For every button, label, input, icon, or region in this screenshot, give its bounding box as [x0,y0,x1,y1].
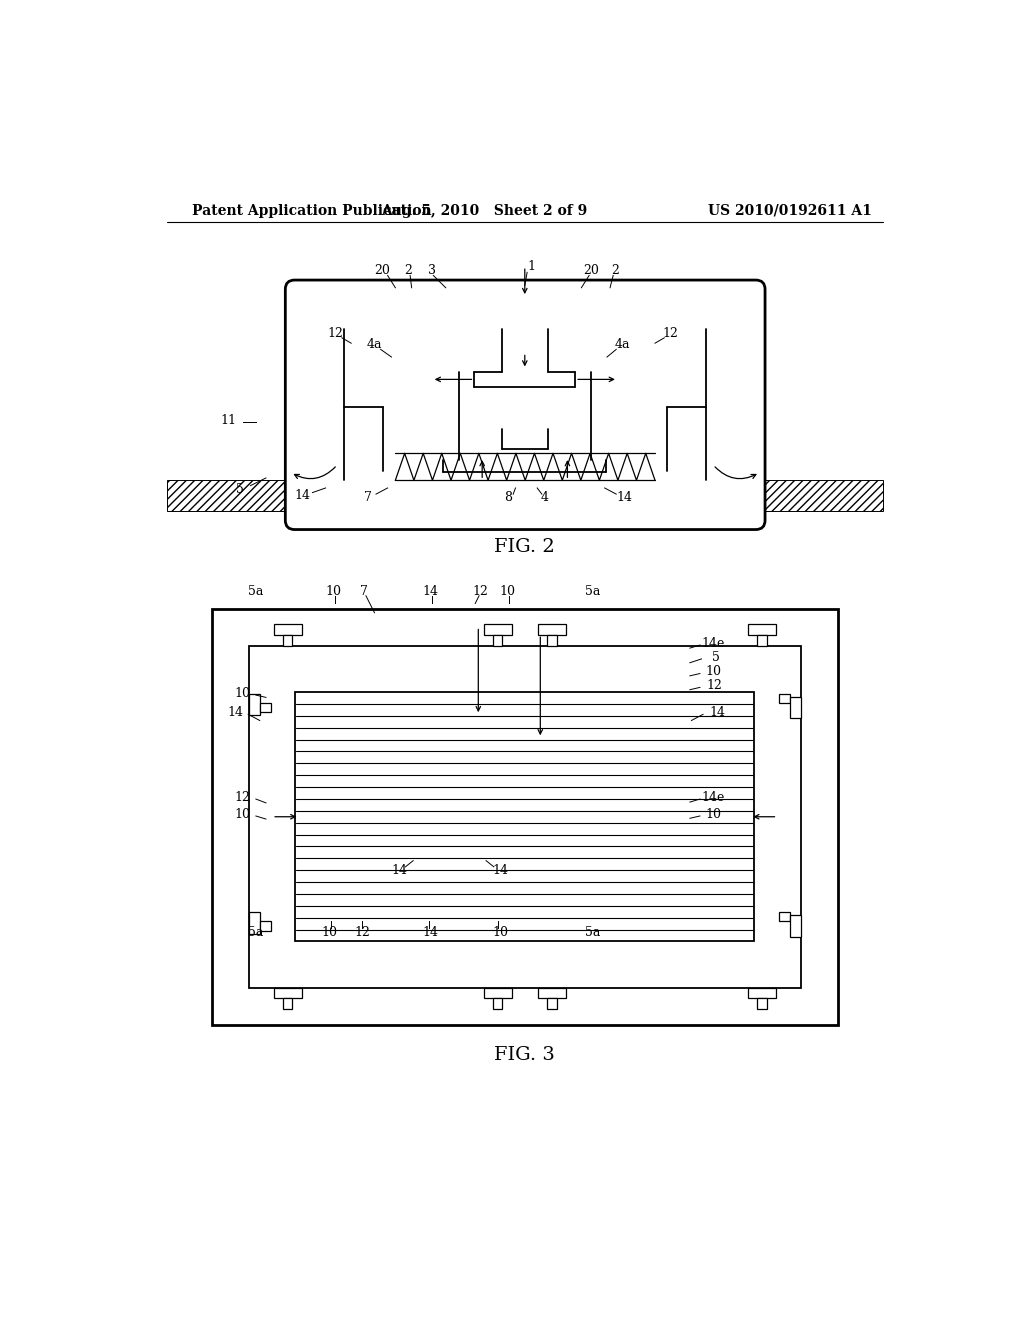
Bar [538,987,566,998]
Bar [273,987,302,998]
Bar [790,915,801,937]
Text: 14: 14 [709,706,725,719]
Bar [304,480,346,511]
Text: 5a: 5a [248,925,263,939]
Text: 7: 7 [360,585,369,598]
Text: 1: 1 [527,260,535,273]
Bar [779,912,790,921]
Text: 10: 10 [326,585,341,598]
Text: 14: 14 [294,490,310,502]
Text: 14: 14 [422,925,438,939]
Bar [249,693,260,715]
Bar [304,298,746,330]
Text: 14: 14 [616,491,632,504]
Bar [167,480,305,511]
Text: 4a: 4a [367,338,382,351]
Text: 2: 2 [610,264,618,277]
Bar [493,998,503,1010]
Text: 4: 4 [541,491,549,504]
Bar [538,624,566,635]
Bar [304,330,344,399]
Bar [295,692,755,941]
Text: 14: 14 [492,865,508,878]
Text: 4a: 4a [614,338,630,351]
Text: 10: 10 [234,808,251,821]
Bar [260,921,270,931]
Text: 8: 8 [504,491,512,504]
Bar [483,624,512,635]
Bar [273,624,302,635]
Text: 14: 14 [391,865,408,878]
Bar [483,987,512,998]
Text: 14e: 14e [701,638,725,649]
Text: 14: 14 [227,706,243,719]
Text: US 2010/0192611 A1: US 2010/0192611 A1 [709,203,872,218]
Text: 10: 10 [706,665,722,678]
Text: 12: 12 [663,327,679,341]
Bar [703,480,746,511]
Bar [748,987,776,998]
Text: 7: 7 [365,491,372,504]
Text: 12: 12 [354,925,370,939]
Text: 14: 14 [422,585,438,598]
Text: Aug. 5, 2010   Sheet 2 of 9: Aug. 5, 2010 Sheet 2 of 9 [381,203,588,218]
Text: 5a: 5a [586,585,601,598]
FancyBboxPatch shape [286,280,765,529]
Text: 2: 2 [404,264,413,277]
Text: Patent Application Publication: Patent Application Publication [191,203,431,218]
Text: 11: 11 [221,413,237,426]
Text: 20: 20 [374,264,390,277]
Text: 20: 20 [584,264,599,277]
Bar [249,645,801,987]
Text: 12: 12 [706,680,722,693]
Text: FIG. 3: FIG. 3 [495,1047,555,1064]
Text: 3: 3 [428,264,436,277]
Text: 12: 12 [234,791,251,804]
Bar [745,480,883,511]
Text: 10: 10 [500,585,516,598]
Bar [748,624,776,635]
Text: 5a: 5a [586,925,601,939]
Text: 12: 12 [473,585,488,598]
Bar [283,998,292,1010]
Bar [212,609,838,1024]
Bar [249,912,260,933]
Bar [395,480,655,511]
Text: 10: 10 [234,686,251,700]
Bar [707,330,746,399]
Text: 5: 5 [237,483,245,496]
Text: 10: 10 [706,808,722,821]
Text: FIG. 2: FIG. 2 [495,539,555,556]
Bar [493,635,503,645]
Bar [779,693,790,702]
Bar [547,635,557,645]
Text: 5: 5 [712,651,720,664]
Bar [790,697,801,718]
Text: 12: 12 [328,327,344,341]
Bar [283,635,292,645]
Bar [260,702,270,711]
Bar [758,998,767,1010]
Text: 5a: 5a [248,585,263,598]
Text: 10: 10 [492,925,508,939]
Bar [758,635,767,645]
Text: 14e: 14e [701,791,725,804]
Text: 10: 10 [322,925,338,939]
Bar [547,998,557,1010]
